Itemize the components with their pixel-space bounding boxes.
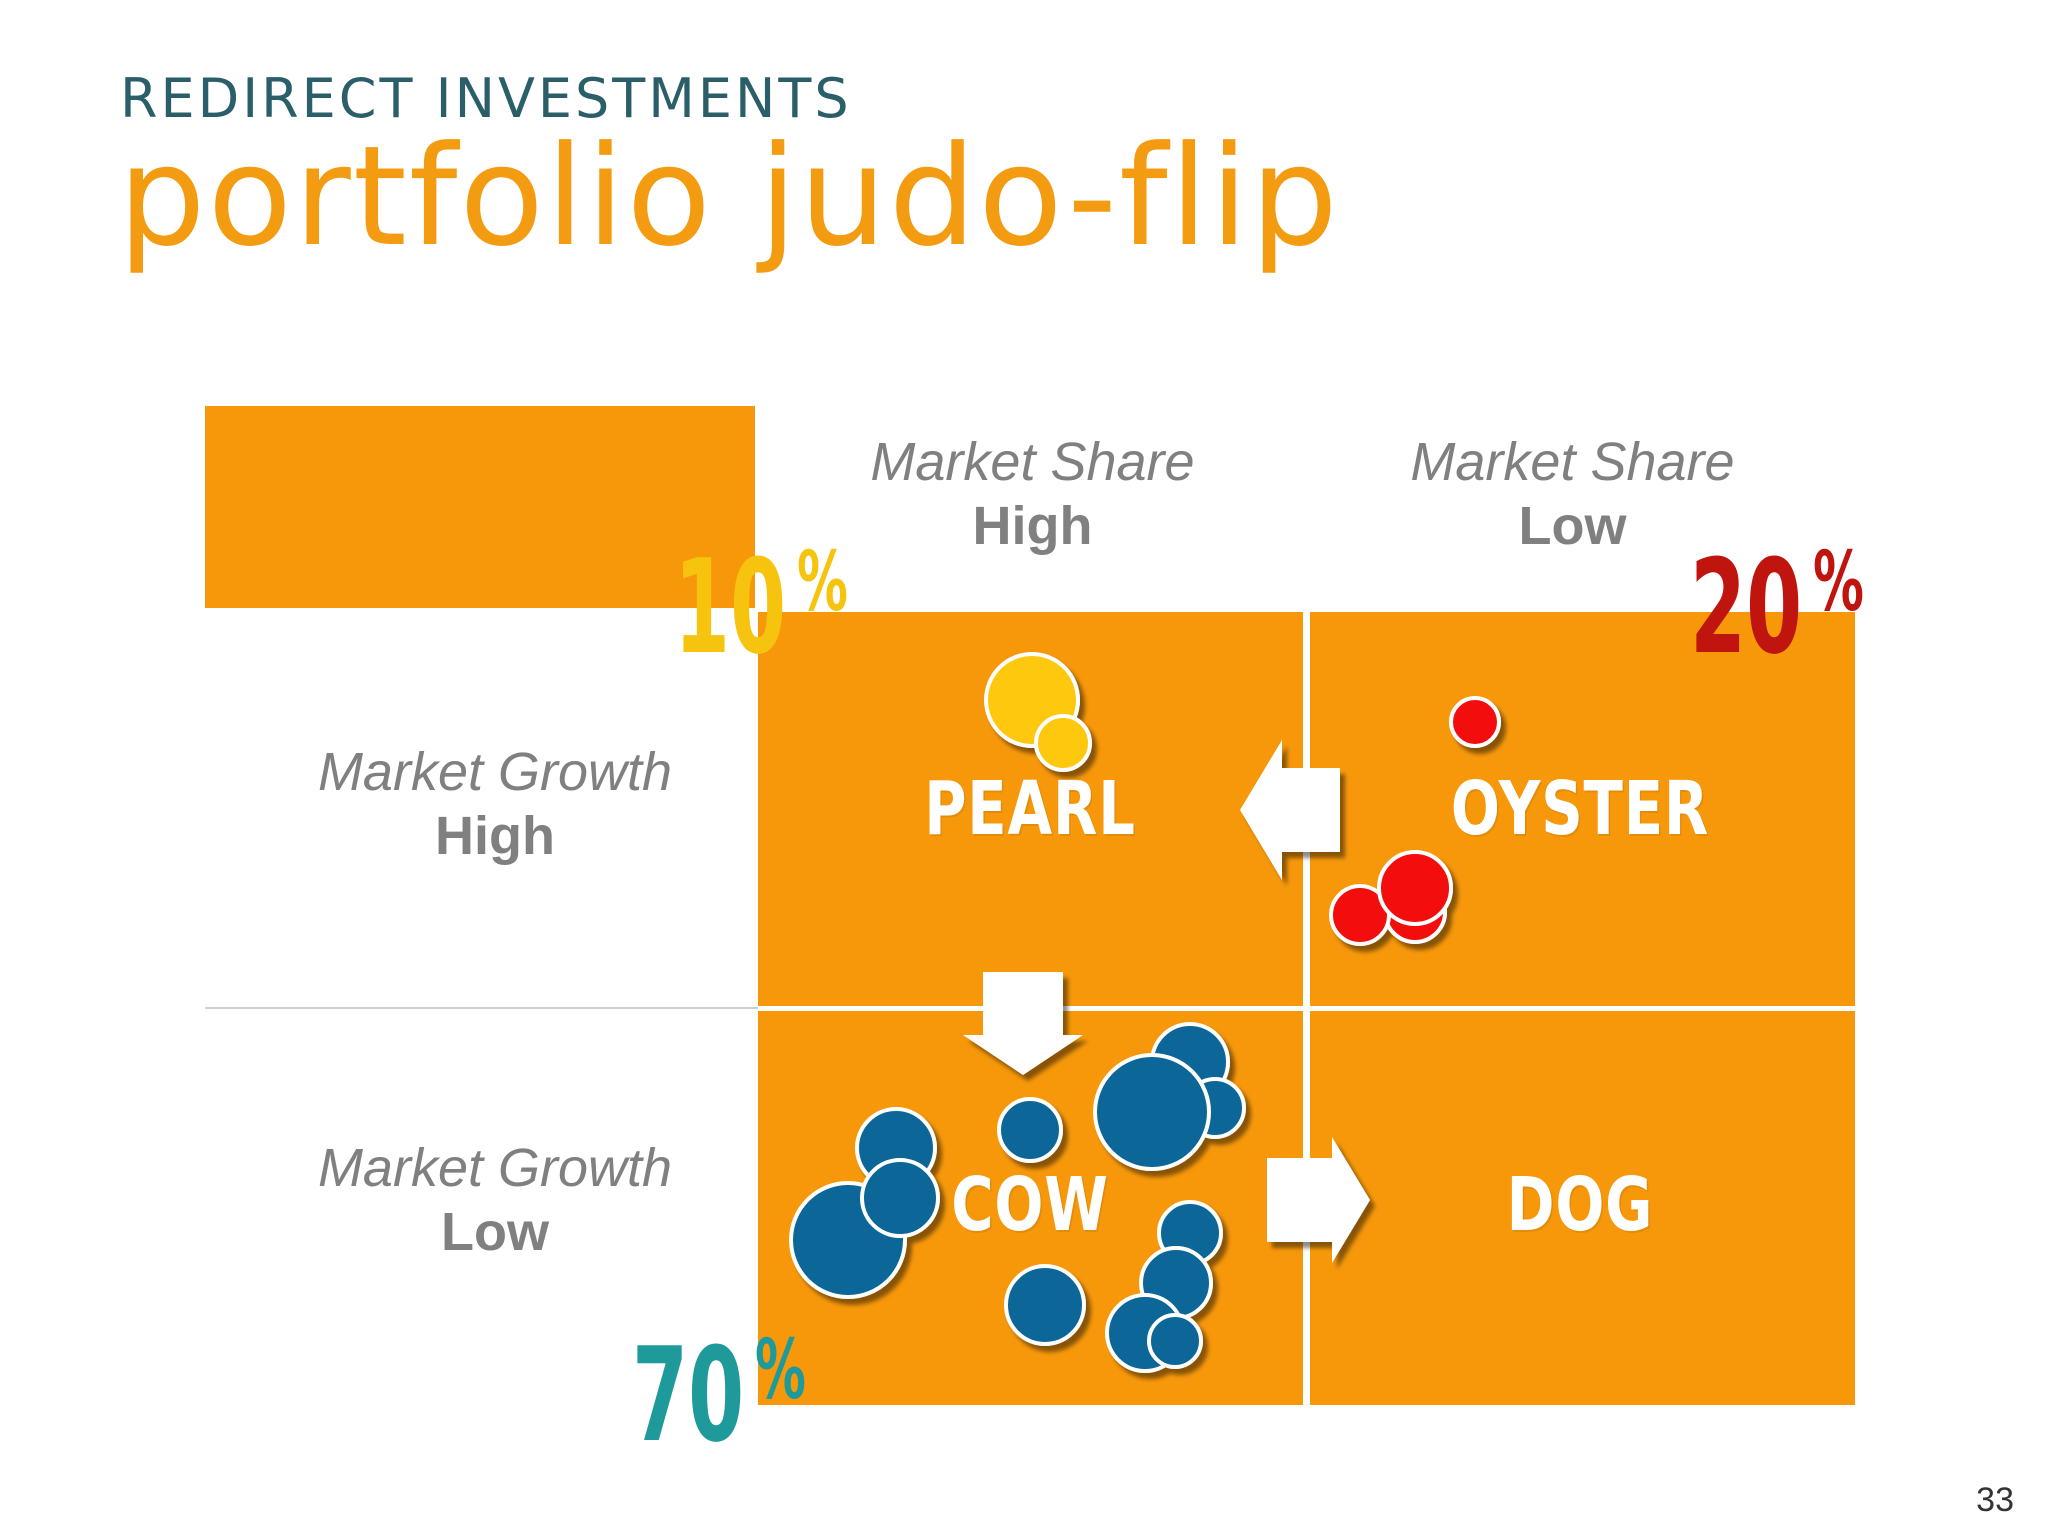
oyster-bubble <box>1377 850 1453 926</box>
row-header-high: Market Growth High <box>250 740 740 868</box>
percent-pearl: 10% <box>674 531 879 683</box>
section-kicker: REDIRECT INVESTMENTS <box>120 67 852 130</box>
arrow-right-icon <box>1267 1137 1370 1263</box>
column-header-high-metric: Market Share <box>870 432 1195 492</box>
cow-bubbles <box>789 1022 1246 1373</box>
percent-oyster: 20% <box>1690 531 1895 683</box>
percent-cow-value: 70 <box>632 1319 745 1471</box>
row-header-low-level: Low <box>441 1202 549 1262</box>
cow-bubble <box>1093 1053 1211 1171</box>
percent-cow: 70% <box>632 1319 837 1471</box>
cow-bubble <box>1147 1313 1203 1369</box>
row-header-high-level: High <box>435 806 555 866</box>
row-header-low-metric: Market Growth <box>317 1138 673 1198</box>
percent-cow-symbol: % <box>754 1323 806 1418</box>
quadrant-label-pearl: PEARL <box>924 766 1136 852</box>
quadrant-dog <box>1310 1011 1855 1405</box>
cow-bubble <box>860 1158 940 1238</box>
row-divider <box>205 1007 758 1009</box>
percent-pearl-symbol: % <box>796 535 848 630</box>
column-header-high-level: High <box>972 496 1093 556</box>
percent-oyster-value: 20 <box>1690 531 1803 683</box>
oyster-bubble <box>1449 696 1501 748</box>
column-header-low-level: Low <box>1518 496 1627 556</box>
column-header-low: Market Share Low <box>1340 430 1805 558</box>
corner-block <box>205 406 755 608</box>
pearl-bubbles <box>984 652 1092 772</box>
arrow-left-icon <box>1240 740 1340 880</box>
percent-pearl-value: 10 <box>674 531 787 683</box>
arrow-down-icon <box>963 972 1083 1075</box>
row-header-high-metric: Market Growth <box>317 742 673 802</box>
row-header-low: Market Growth Low <box>250 1136 740 1264</box>
column-header-high: Market Share High <box>800 430 1265 558</box>
slide-title: portfolio judo-flip <box>118 116 1340 277</box>
oyster-bubbles <box>1329 696 1501 946</box>
cow-bubble <box>997 1097 1063 1163</box>
percent-oyster-symbol: % <box>1812 535 1864 630</box>
quadrant-label-oyster: OYSTER <box>1450 766 1710 852</box>
cow-bubble <box>1004 1264 1086 1346</box>
quadrant-label-cow: COW <box>951 1162 1109 1248</box>
column-header-low-metric: Market Share <box>1410 432 1735 492</box>
quadrant-label-dog: DOG <box>1506 1162 1654 1248</box>
page-number: 33 <box>1976 1481 2014 1519</box>
pearl-bubble <box>1034 714 1092 772</box>
